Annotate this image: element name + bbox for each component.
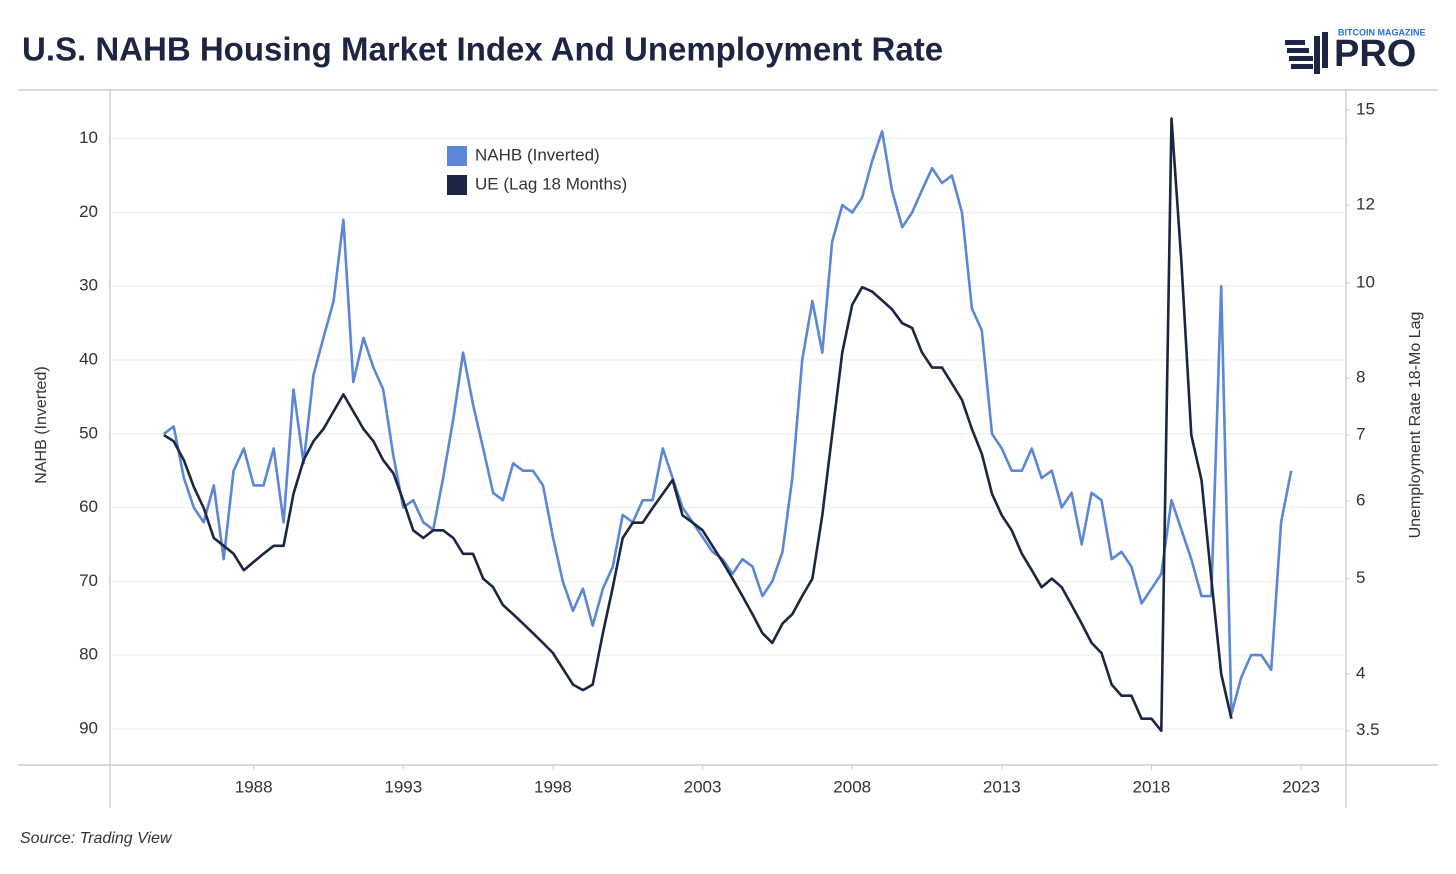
y2-tick-label: 7 [1356,425,1365,444]
y-tick-label: 60 [79,497,98,516]
y-tick-label: 40 [79,349,98,368]
legend-swatch [447,175,467,195]
logo-top: BITCOIN MAGAZINE [1338,27,1426,37]
logo-icon [1285,32,1328,74]
x-tick-label: 2023 [1282,777,1320,796]
chart-title: U.S. NAHB Housing Market Index And Unemp… [22,31,943,68]
x-tick-label: 1998 [534,777,572,796]
x-tick-label: 1988 [235,777,273,796]
y2-tick-label: 3.5 [1356,720,1380,739]
y2-tick-label: 5 [1356,568,1365,587]
legend-swatch [447,146,467,166]
y2-axis-label: Unemployment Rate 18-Mo Lag [1407,312,1424,539]
logo-main: PRO [1334,33,1416,75]
x-tick-label: 1993 [384,777,422,796]
y-tick-label: 50 [79,423,98,442]
x-tick-label: 2013 [983,777,1021,796]
y-tick-label: 30 [79,276,98,295]
y2-tick-label: 6 [1356,490,1365,509]
source: Source: Trading View [20,830,173,847]
y-axis-label: NAHB (Inverted) [33,366,50,483]
x-tick-label: 2008 [833,777,871,796]
logo: BITCOIN MAGAZINE PRO [1285,27,1426,75]
y-tick-label: 80 [79,645,98,664]
legend-label: UE (Lag 18 Months) [475,174,627,193]
y2-tick-label: 12 [1356,195,1375,214]
y2-tick-label: 4 [1356,663,1365,682]
y-tick-label: 70 [79,571,98,590]
line-series [163,130,1293,716]
x-tick-label: 2003 [684,777,722,796]
y2-tick-label: 15 [1356,99,1375,118]
y2-tick-label: 10 [1356,272,1375,291]
line-series [163,117,1233,733]
y2-tick-label: 8 [1356,368,1365,387]
y-tick-label: 90 [79,718,98,737]
x-tick-label: 2018 [1133,777,1171,796]
legend-label: NAHB (Inverted) [475,145,600,164]
y-tick-label: 20 [79,202,98,221]
y-tick-label: 10 [79,128,98,147]
